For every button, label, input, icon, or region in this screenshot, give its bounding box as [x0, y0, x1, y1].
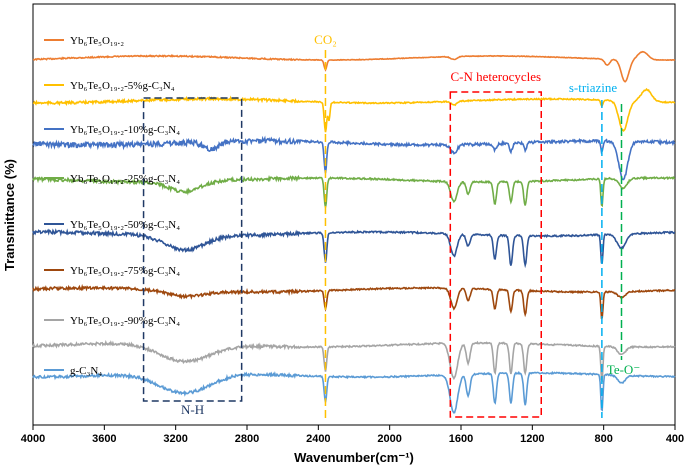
y-axis-title: Transmittance (%) — [2, 159, 17, 271]
series-line — [32, 339, 676, 383]
series-line — [32, 283, 676, 319]
legend-layer: Yb₆Te₅O₁₉.₂ Yb₆Te₅O₁₉.₂-5%g-C₃N₄ Yb₆Te₅O₁₉… — [44, 35, 180, 377]
legend-label: g-C₃N₄ — [70, 365, 102, 377]
series-line — [32, 87, 676, 133]
x-tick-label: 2000 — [377, 433, 401, 445]
series-line — [32, 135, 676, 181]
x-tick-label: 400 — [666, 433, 684, 445]
series-line — [32, 370, 676, 414]
series-line — [32, 228, 675, 269]
legend-label: Yb₆Te₅O₁₉.₂-10%g-C₃N₄ — [70, 124, 180, 136]
x-axis-title: Wavenumber(cm⁻¹) — [294, 450, 414, 465]
x-tick-label: 2400 — [306, 433, 330, 445]
annotation-layer: CO₂ C-N heterocycles N-H s-triazine Te-O⁻ — [142, 32, 640, 418]
cn-heterocycles-label: C-N heterocycles — [450, 69, 541, 84]
co2-label: CO₂ — [314, 32, 337, 47]
x-tick-label: 800 — [594, 433, 612, 445]
x-tick-label: 2800 — [235, 433, 259, 445]
legend-label: Yb₆Te₅O₁₉.₂ — [70, 35, 124, 47]
series-line — [32, 50, 676, 83]
x-tick-label: 1200 — [520, 433, 544, 445]
legend-label: Yb₆Te₅O₁₉.₂-90%g-C₃N₄ — [70, 315, 180, 327]
x-tick-label: 4000 — [21, 433, 45, 445]
plot-frame — [32, 3, 676, 426]
legend-label: Yb₆Te₅O₁₉.₂-5%g-C₃N₄ — [70, 80, 175, 92]
legend-label: Yb₆Te₅O₁₉.₂-75%g-C₃N₄ — [70, 265, 180, 277]
legend-label: Yb₆Te₅O₁₉.₂-50%g-C₃N₄ — [70, 219, 180, 231]
nh-label: N-H — [181, 402, 204, 417]
x-tick-label: 3600 — [92, 433, 116, 445]
legend-label: Yb₆Te₅O₁₉.₂-25%g-C₃N₄ — [70, 173, 180, 185]
x-tick-label: 1600 — [449, 433, 473, 445]
cn-heterocycles-box — [449, 91, 542, 418]
series-line — [32, 174, 676, 208]
s-triazine-label: s-triazine — [569, 80, 618, 95]
nh-box — [142, 97, 243, 402]
x-axis-ticks: 4000 3600 3200 2800 2400 2000 1600 1200 800 400 — [21, 425, 684, 445]
x-tick-label: 3200 — [163, 433, 187, 445]
te-o-label: Te-O⁻ — [607, 362, 640, 377]
series-layer — [32, 50, 676, 414]
